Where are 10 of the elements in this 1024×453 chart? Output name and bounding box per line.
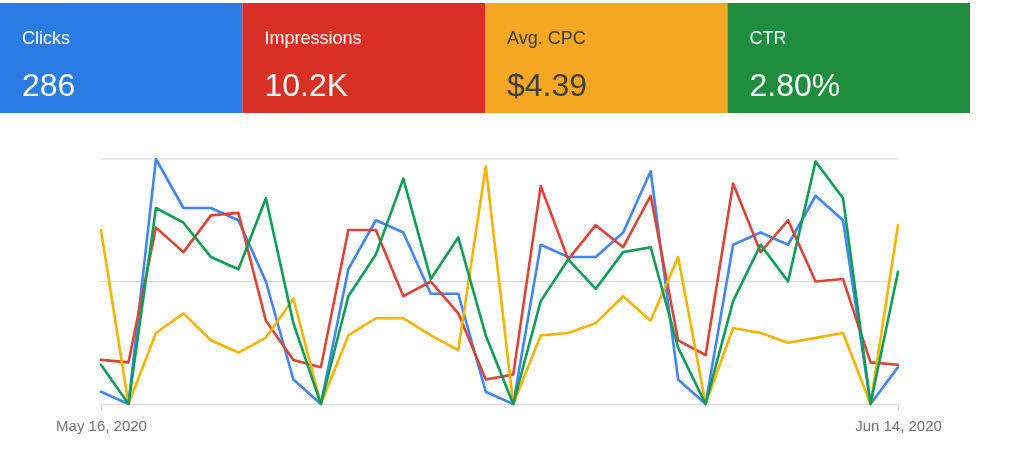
category-label: Impressions (264, 28, 362, 48)
text: 286 (22, 67, 76, 103)
text: 2.80% (749, 67, 841, 103)
category-label: CTR (749, 28, 787, 48)
category-label: Clicks (22, 28, 70, 48)
text: 10.2K (264, 67, 349, 103)
category-label: Avg. CPC (507, 28, 586, 48)
x-tick-label: Jun 14, 2020 (855, 416, 942, 434)
x-tick-label: May 16, 2020 (56, 416, 147, 434)
text: $4.39 (507, 67, 588, 103)
